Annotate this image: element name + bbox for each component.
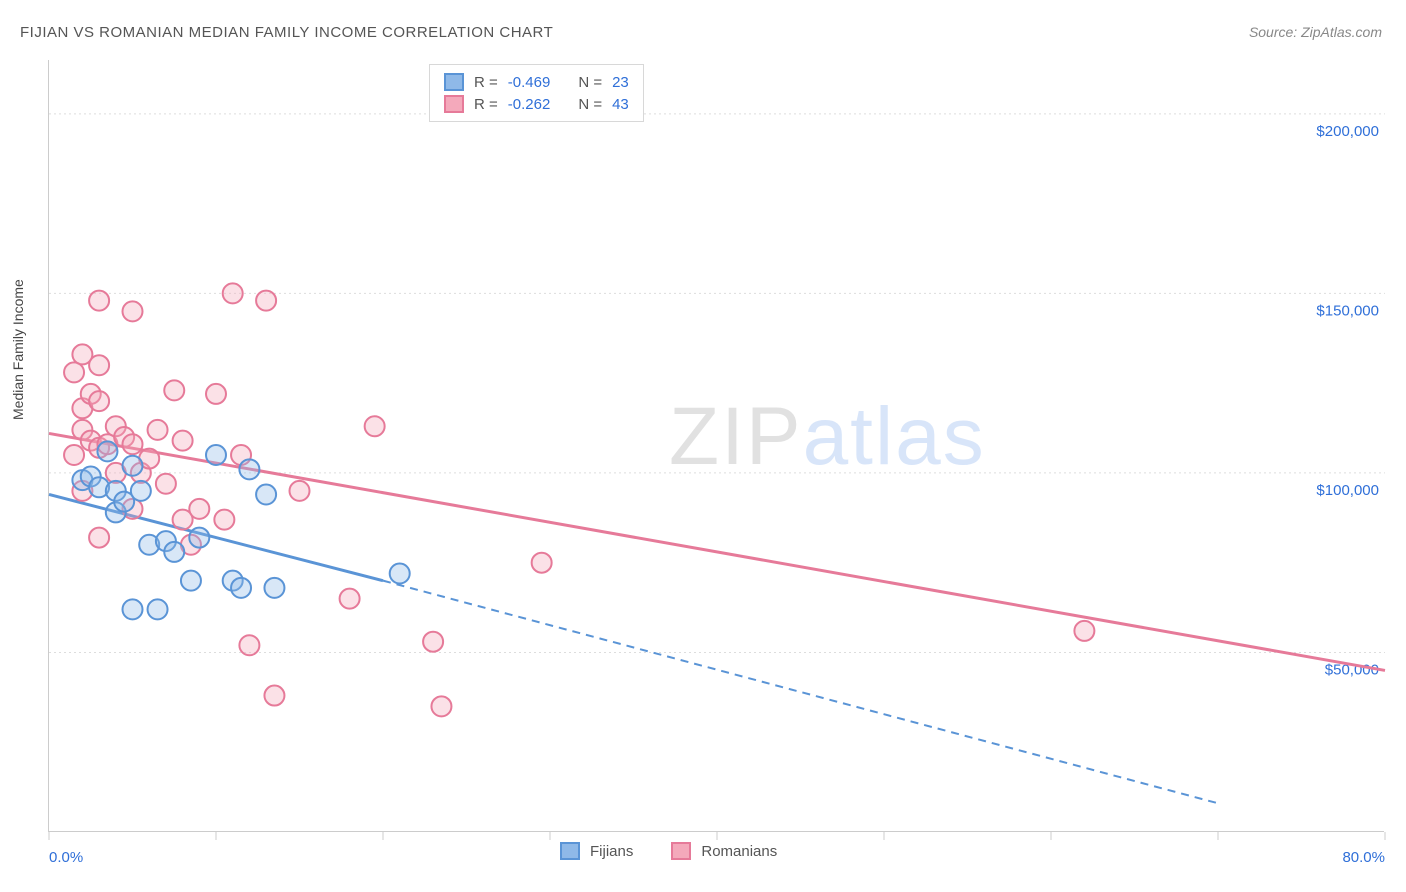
legend-n-prefix-0: N = <box>578 74 602 91</box>
svg-text:$150,000: $150,000 <box>1316 302 1379 319</box>
svg-text:$200,000: $200,000 <box>1316 123 1379 140</box>
chart-title: FIJIAN VS ROMANIAN MEDIAN FAMILY INCOME … <box>20 24 553 41</box>
y-axis-label: Median Family Income <box>10 279 26 420</box>
svg-text:0.0%: 0.0% <box>49 849 83 866</box>
legend-n-prefix-1: N = <box>578 96 602 113</box>
legend-bottom-label-1: Romanians <box>701 843 777 860</box>
legend-bottom-swatch-0 <box>560 842 580 860</box>
legend-swatch-romanians <box>444 95 464 113</box>
plot-area: $50,000$100,000$150,000$200,0000.0%80.0%… <box>48 60 1384 832</box>
legend-r-value-1: -0.262 <box>508 96 551 113</box>
legend-swatch-fijians <box>444 73 464 91</box>
svg-text:$100,000: $100,000 <box>1316 482 1379 499</box>
svg-text:80.0%: 80.0% <box>1342 849 1385 866</box>
source-label: Source: ZipAtlas.com <box>1249 24 1382 40</box>
legend-top-row-0: R = -0.469 N = 23 <box>444 71 629 93</box>
legend-bottom-label-0: Fijians <box>590 843 633 860</box>
legend-bottom: Fijians Romanians <box>560 842 777 860</box>
legend-top: R = -0.469 N = 23 R = -0.262 N = 43 <box>429 64 644 122</box>
legend-r-prefix-0: R = <box>474 74 498 91</box>
legend-r-value-0: -0.469 <box>508 74 551 91</box>
chart-svg: $50,000$100,000$150,000$200,0000.0%80.0% <box>49 60 1384 831</box>
legend-top-row-1: R = -0.262 N = 43 <box>444 93 629 115</box>
legend-bottom-swatch-1 <box>671 842 691 860</box>
legend-n-value-1: 43 <box>612 96 629 113</box>
legend-r-prefix-1: R = <box>474 96 498 113</box>
legend-n-value-0: 23 <box>612 74 629 91</box>
